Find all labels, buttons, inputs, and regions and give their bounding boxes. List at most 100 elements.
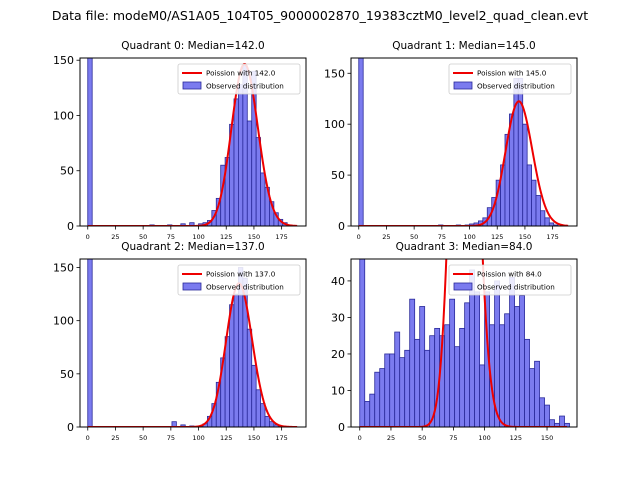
histogram-bar [359, 259, 366, 427]
histogram-bar [364, 401, 371, 427]
y-tick-label: 100 [324, 118, 345, 131]
histogram-bar [404, 349, 411, 427]
x-tick-label: 125 [220, 233, 232, 241]
quadrant-1-chart: Quadrant 1: Median=145.0 0 25 50 75 100 125 150… [324, 40, 578, 241]
x-tick-label: 150 [248, 434, 260, 442]
legend-line-label: Poission with 84.0 [477, 270, 542, 279]
x-tick-label: 150 [519, 233, 531, 241]
x-tick-label: 175 [275, 434, 287, 442]
histogram-bar [389, 353, 396, 427]
x-tick-label: 125 [491, 233, 503, 241]
axes-frame [350, 57, 578, 227]
histogram-bar [255, 137, 261, 226]
histogram-bar [474, 291, 481, 427]
histogram-bar [255, 389, 261, 427]
x-tick-label: 75 [167, 434, 175, 442]
legend-line-label: Poission with 145.0 [477, 69, 547, 78]
y-tick-label: 150 [53, 54, 74, 67]
figure-title: Data file: modeM0/AS1A05_104T05_90000028… [51, 8, 589, 23]
quadrant-3-chart: Quadrant 3: Median=84.0 0 25 50 75 100 125 150 0… [331, 241, 578, 442]
histogram-bar [379, 368, 386, 427]
x-tick-label: 100 [463, 233, 475, 241]
histogram-bar [522, 123, 528, 226]
x-tick-label: 125 [220, 434, 232, 442]
histogram-bar [419, 306, 426, 427]
histogram-bar [424, 349, 431, 427]
x-tick-label: 175 [275, 233, 287, 241]
quadrant-1-title: Quadrant 1: Median=145.0 [392, 40, 535, 52]
histogram-bar [513, 77, 519, 226]
y-tick-label: 50 [60, 368, 74, 381]
histogram-bar [238, 84, 244, 226]
histogram-bar [260, 172, 266, 226]
y-tick-label: 100 [53, 315, 74, 328]
histogram-bar [534, 360, 540, 427]
quadrant-3-bars [359, 259, 570, 427]
histogram-bar [549, 419, 555, 427]
quadrant-2-title: Quadrant 2: Median=137.0 [121, 241, 264, 253]
histogram-bar [459, 327, 466, 427]
axes-frame [350, 258, 578, 428]
histogram-bar [544, 217, 550, 226]
legend-bar-label: Observed distribution [477, 82, 555, 91]
histogram-bar [233, 293, 239, 427]
histogram-bar [504, 313, 510, 427]
x-tick-label: 125 [510, 434, 522, 442]
legend-bar-swatch [182, 81, 202, 90]
x-tick-label: 25 [111, 233, 119, 241]
axes-frame [79, 57, 307, 227]
quadrant-0-chart: Quadrant 0: Median=142.0 0 25 50 75 100 125 150… [53, 40, 307, 241]
legend: Poission with 84.0 Observed distribution [448, 264, 572, 296]
histogram-bar [464, 302, 471, 427]
histogram-bar [539, 397, 545, 427]
histogram-bar [224, 336, 230, 427]
legend: Poission with 142.0 Observed distribution [177, 63, 301, 95]
histogram-bar [524, 338, 530, 427]
quadrant-2-chart: Quadrant 2: Median=137.0 0 25 50 75 100 125 150… [53, 241, 307, 442]
y-tick-label: 30 [331, 311, 345, 324]
x-tick-label: 150 [541, 434, 553, 442]
x-tick-label: 0 [358, 434, 362, 442]
x-tick-label: 75 [167, 233, 175, 241]
legend-bar-label: Observed distribution [206, 283, 284, 292]
histogram-bar [384, 353, 391, 427]
legend-bar-label: Observed distribution [477, 283, 555, 292]
histogram-bar [509, 276, 515, 427]
x-tick-label: 50 [410, 233, 418, 241]
histogram-bar [479, 364, 486, 427]
y-tick-label: 150 [324, 67, 345, 80]
legend-line-label: Poission with 137.0 [206, 270, 276, 279]
histogram-bar [87, 58, 93, 226]
x-tick-label: 100 [192, 434, 204, 442]
y-tick-label: 0 [67, 220, 74, 233]
histogram-bar [531, 179, 537, 226]
legend-bar-label: Observed distribution [206, 82, 284, 91]
x-tick-label: 175 [546, 233, 558, 241]
axes-frame [79, 258, 307, 428]
x-tick-label: 25 [387, 434, 395, 442]
y-tick-label: 0 [67, 421, 74, 434]
x-tick-label: 75 [449, 434, 457, 442]
quadrant-3-title: Quadrant 3: Median=84.0 [396, 241, 533, 253]
histogram-bar [246, 120, 253, 226]
histogram-bar [559, 415, 565, 427]
histogram-bar [535, 195, 541, 226]
legend-box [177, 63, 301, 95]
histogram-bar [529, 368, 535, 427]
legend: Poission with 145.0 Observed distribution [448, 63, 572, 95]
histogram-bar [246, 328, 253, 427]
histogram-bar [449, 298, 456, 427]
histogram-bar [564, 422, 570, 427]
y-tick-label: 0 [338, 421, 345, 434]
legend-bar-swatch [453, 81, 473, 90]
x-tick-label: 25 [111, 434, 119, 442]
y-tick-label: 40 [331, 275, 345, 288]
histogram-bar [514, 306, 520, 427]
histogram-bar [394, 331, 401, 427]
histogram-bar [374, 371, 381, 427]
histogram-bar [544, 404, 550, 427]
histogram-bar [519, 295, 525, 427]
histogram-bar [540, 210, 546, 226]
